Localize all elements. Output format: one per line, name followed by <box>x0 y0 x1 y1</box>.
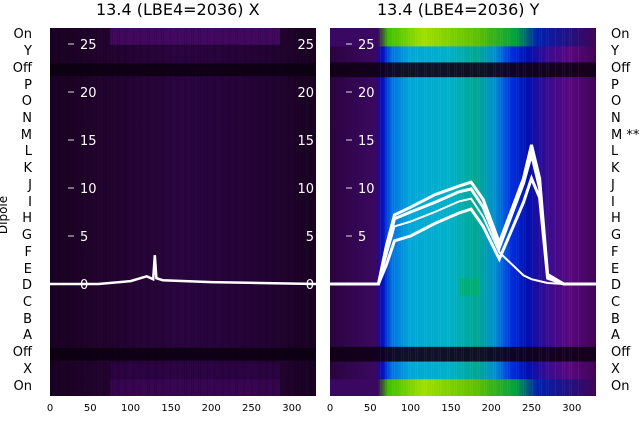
x-tick-label: 150 <box>441 403 461 414</box>
x-tick-label: 250 <box>521 403 542 414</box>
row-label: On <box>13 27 32 43</box>
row-label: O <box>21 94 32 110</box>
row-label: P <box>611 77 619 93</box>
row-label: X <box>23 361 32 377</box>
row-label: B <box>23 311 32 327</box>
overlay-ytick-left-right: 0 <box>306 278 314 293</box>
row-label: N <box>611 111 621 126</box>
x-tick-label: 100 <box>401 403 421 414</box>
row-label: On <box>611 378 630 394</box>
row-label: J <box>28 177 32 193</box>
overlay-ytick-right: 20 <box>358 86 375 101</box>
x-tick-label: 50 <box>83 403 97 414</box>
overlay-ytick-left: 10 <box>80 182 97 197</box>
row-label: M <box>20 127 32 143</box>
row-label: Off <box>12 60 32 76</box>
row-label: G <box>611 228 622 244</box>
row-label: E <box>611 261 620 277</box>
overlay-ytick-left-right: 20 <box>297 86 314 101</box>
overlay-ytick-right: 25 <box>358 38 375 53</box>
plot-y: 5 10 15 20 25 <box>330 28 596 396</box>
row-label: Off <box>611 345 631 361</box>
row-label: B <box>611 311 620 327</box>
row-label: C <box>611 295 621 310</box>
row-label: I <box>28 194 32 210</box>
row-label: K <box>611 161 620 177</box>
row-label: Y <box>24 44 32 60</box>
row-label: L <box>611 144 619 160</box>
row-label: Y <box>611 44 619 60</box>
x-tick-label: 250 <box>241 403 262 414</box>
chart-title-x: 13.4 (LBE4=2036) X <box>96 0 260 19</box>
overlay-ytick-left-right: 15 <box>297 134 314 149</box>
row-label: D <box>21 278 32 294</box>
x-tick-label: 0 <box>46 403 54 414</box>
row-label: J <box>611 177 615 193</box>
row-label: On <box>13 378 32 394</box>
row-label: X <box>611 361 620 377</box>
row-label: F <box>24 244 32 260</box>
row-label: K <box>23 161 32 177</box>
x-tick-label: 150 <box>161 403 181 414</box>
row-label: L <box>24 144 32 160</box>
row-label: G <box>21 228 32 244</box>
overlay-ytick-right: 10 <box>358 182 375 197</box>
overlay-ytick-left: 20 <box>80 86 97 101</box>
row-label: N <box>22 111 32 126</box>
overlay-ytick-left-right: 25 <box>297 38 314 53</box>
row-label: A <box>23 328 32 344</box>
overlay-ytick-right: 15 <box>358 134 375 149</box>
overlay-line-y-3 <box>330 174 596 286</box>
overlay-line-x-0 <box>50 255 316 286</box>
overlay-ytick-left: 25 <box>80 38 97 53</box>
overlay-line-y-0 <box>330 197 596 285</box>
x-tick-label: 300 <box>562 403 582 414</box>
x-tick-label: 200 <box>201 403 221 414</box>
row-label: H <box>22 211 32 227</box>
row-label: O <box>611 94 622 110</box>
row-label: F <box>611 244 619 260</box>
plot-x: 0 5 5 10 10 15 15 20 20 25 25 0 <box>50 28 316 396</box>
row-label: I <box>611 194 615 210</box>
x-tick-label: 100 <box>121 403 141 414</box>
row-label: E <box>23 261 32 277</box>
y-axis-label: Dipole <box>0 195 11 235</box>
row-label: Off <box>611 60 631 76</box>
overlay-ytick-right: 5 <box>358 230 366 245</box>
overlay-ytick-left: 5 <box>80 230 88 245</box>
row-label: M ** <box>611 127 640 143</box>
row-label: P <box>24 77 32 93</box>
row-label: C <box>22 295 32 310</box>
overlay-ytick-left-right: 10 <box>297 182 314 197</box>
overlay-ytick-zero: 0 <box>80 278 88 293</box>
row-label: A <box>611 328 620 344</box>
row-label: D <box>611 278 622 294</box>
chart-title-y: 13.4 (LBE4=2036) Y <box>377 0 540 19</box>
overlay-ytick-left-right: 5 <box>306 230 314 245</box>
x-tick-label: 50 <box>363 403 377 414</box>
row-label: On <box>611 27 630 43</box>
x-tick-label: 200 <box>481 403 501 414</box>
row-label: Off <box>12 345 32 361</box>
overlay-ytick-left: 15 <box>80 134 97 149</box>
x-tick-label: 0 <box>326 403 334 414</box>
x-tick-label: 300 <box>282 403 302 414</box>
row-label: H <box>611 211 621 227</box>
